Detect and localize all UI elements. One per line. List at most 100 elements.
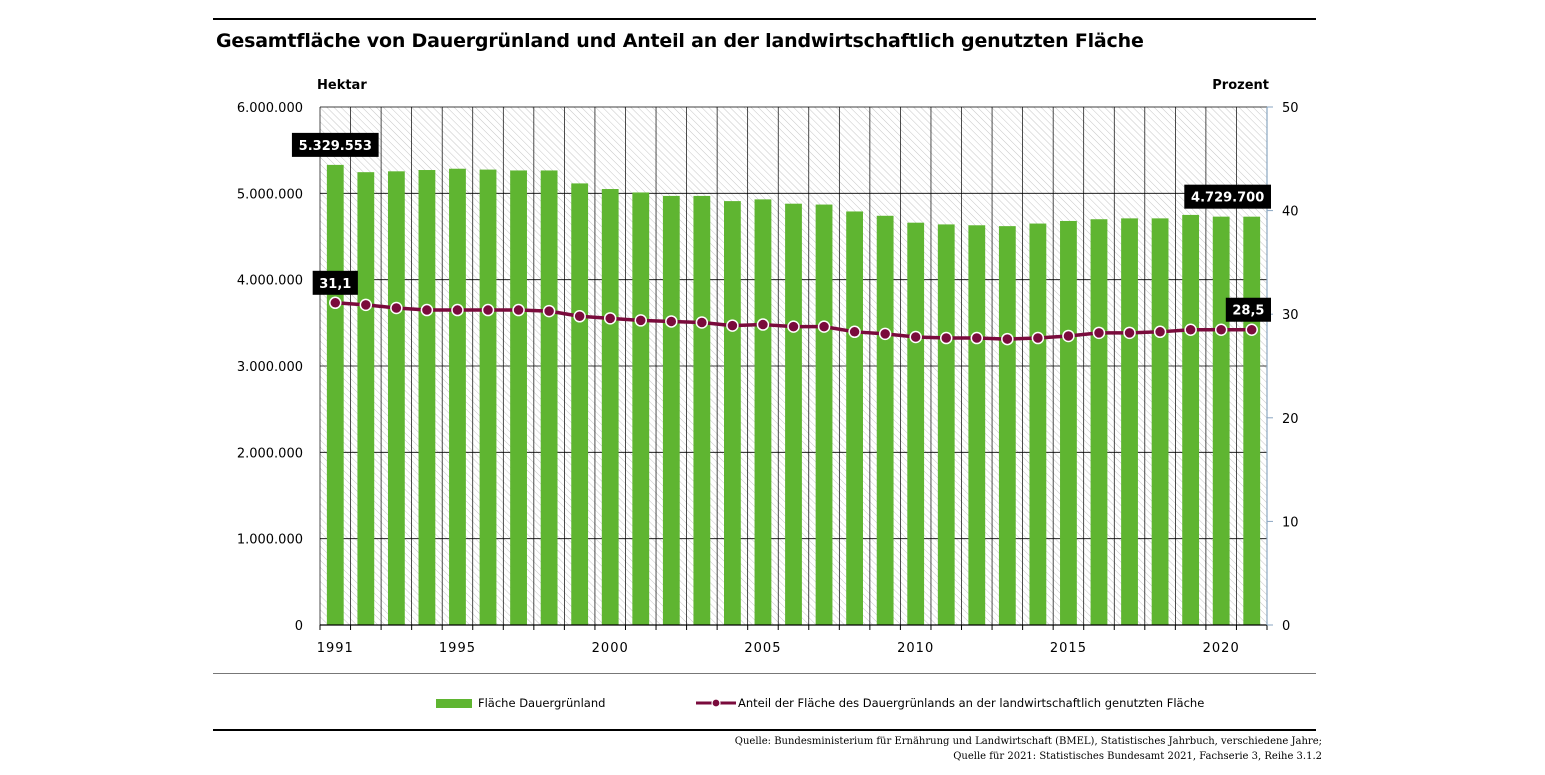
bar-2007 [815,204,833,625]
data-label: 28,5 [1232,304,1264,319]
line-point-2015 [1062,329,1075,343]
y-left-tick-label: 1.000.000 [237,533,303,548]
legend-line: Anteil der Fläche des Dauergrünlands an … [696,696,1204,710]
x-tick-label: 2010 [897,641,934,656]
y-left-tick-label: 4.000.000 [237,274,303,289]
data-label: 4.729.700 [1191,191,1264,206]
bar-1994 [418,170,436,626]
x-tick-label: 2005 [744,641,781,656]
data-label-bg [291,132,379,157]
line-point-1993 [390,301,403,315]
bar-1995 [449,168,466,625]
data-label: 5.329.553 [299,139,372,154]
bar-2004 [724,201,741,625]
y-right-tick-label: 50 [1282,101,1299,116]
bar-2005 [754,199,772,626]
bar-2014 [1029,223,1047,626]
y-left-tick-label: 6.000.000 [237,101,303,116]
line-point-1996 [481,303,495,317]
bar-2003 [693,195,711,625]
source-line-1: Quelle: Bundesministerium für Ernährung … [734,736,1322,747]
bar-2008 [846,211,863,626]
line-point-2019 [1184,323,1197,336]
bar-1991 [326,164,344,625]
bar-2021 [1243,216,1261,625]
bar-2001 [632,192,650,625]
line-point-1992 [359,298,373,312]
bottom-rule [213,729,1316,731]
left-axis-unit: Hektar [317,78,367,93]
data-label-bg [1184,184,1271,209]
line-point-2004 [726,319,739,332]
line-point-2012 [970,331,984,345]
line-point-2014 [1031,331,1045,345]
line-point-2011 [939,331,953,345]
bar-2002 [662,195,680,625]
line-point-2016 [1092,326,1106,340]
bar-1998 [540,170,558,625]
bar-1993 [387,171,405,625]
bar-2015 [1060,220,1077,625]
line-point-1999 [573,310,586,323]
x-tick-label: 2015 [1050,641,1087,656]
y-left-tick-label: 0 [295,619,303,634]
line-point-2020 [1214,323,1228,336]
line-point-2005 [756,318,770,331]
bar-2019 [1182,214,1200,625]
bar-2006 [785,203,802,625]
chart-title: Gesamtfläche von Dauergrünland und Antei… [216,30,1144,52]
bar-2017 [1121,218,1138,625]
bar-2016 [1090,219,1108,625]
line-point-1991 [329,296,342,310]
line-point-2003 [695,316,709,329]
line-point-1997 [512,303,525,317]
data-label-bg [312,270,358,295]
data-label-bg [1225,297,1271,322]
y-left-tick-label: 5.000.000 [237,187,303,202]
y-left-tick-label: 3.000.000 [237,360,303,375]
line-point-2002 [665,315,678,328]
bar-1999 [571,183,589,625]
line-point-2013 [1001,332,1014,346]
line-point-2006 [787,320,800,333]
line-point-2018 [1153,325,1167,339]
line-point-2021 [1245,323,1258,336]
bar-1996 [479,169,497,625]
y-left-tick-label: 2.000.000 [237,446,303,461]
line-point-2000 [603,312,617,325]
bar-2011 [937,224,955,625]
x-tick-label: 1995 [439,641,476,656]
bar-2009 [876,215,894,625]
right-axis-unit: Prozent [1212,78,1269,93]
legend-line-label: Anteil der Fläche des Dauergrünlands an … [738,696,1205,710]
legend-bar: Fläche Dauergrünland [436,696,605,710]
y-right-tick-label: 10 [1282,515,1299,530]
legend-line-swatch [696,697,736,709]
y-right-tick-label: 20 [1282,412,1299,427]
y-right-tick-label: 0 [1282,619,1290,634]
x-tick-label: 1991 [317,641,354,656]
line-point-2007 [817,320,831,333]
line-point-2008 [848,325,861,339]
data-label: 31,1 [319,277,351,292]
line-point-2009 [878,327,892,341]
line-point-1994 [420,303,434,317]
legend-bar-swatch [436,698,472,708]
line-point-2010 [909,330,922,344]
bar-1997 [510,170,527,625]
y-right-tick-label: 30 [1282,308,1299,323]
line-point-1995 [451,303,464,317]
bar-2018 [1151,218,1169,625]
source-line-2: Quelle für 2021: Statistisches Bundesamt… [953,751,1322,762]
bar-2020 [1212,216,1230,626]
legend-bar-label: Fläche Dauergrünland [478,696,606,710]
bar-2000 [601,189,619,625]
bar-1992 [357,172,375,625]
bar-2010 [907,222,925,626]
line-point-2017 [1123,326,1136,340]
top-rule [213,18,1316,20]
line-point-1998 [542,304,556,318]
bar-2012 [968,225,986,625]
bar-2013 [998,226,1016,625]
